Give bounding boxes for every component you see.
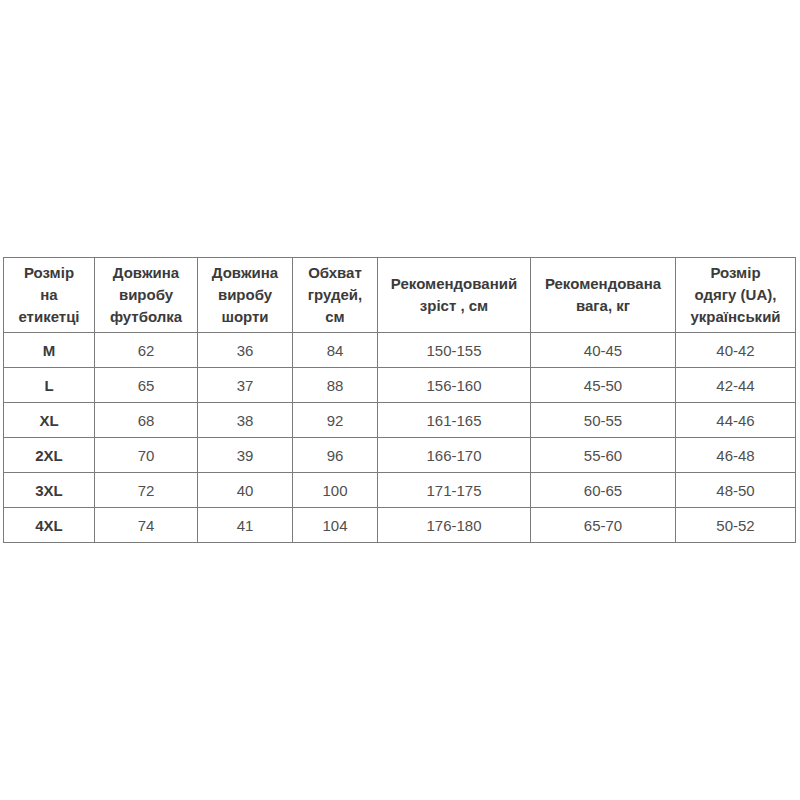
table-cell: 88: [293, 368, 378, 403]
size-label-cell: 4XL: [4, 508, 95, 543]
table-body: M623684150-15540-4540-42L653788156-16045…: [4, 333, 796, 543]
table-cell: 36: [198, 333, 293, 368]
table-cell: 100: [293, 473, 378, 508]
table-cell: 176-180: [378, 508, 531, 543]
size-label-cell: 3XL: [4, 473, 95, 508]
table-cell: 96: [293, 438, 378, 473]
table-cell: 48-50: [676, 473, 796, 508]
column-header: Обхват грудей, см: [293, 258, 378, 333]
column-header: Рекомендований зріст , см: [378, 258, 531, 333]
table-row: L653788156-16045-5042-44: [4, 368, 796, 403]
table-row: 4XL7441104176-18065-7050-52: [4, 508, 796, 543]
table-row: 3XL7240100171-17560-6548-50: [4, 473, 796, 508]
table-cell: 55-60: [531, 438, 676, 473]
table-cell: 68: [95, 403, 198, 438]
table-cell: 65-70: [531, 508, 676, 543]
table-cell: 65: [95, 368, 198, 403]
table-cell: 40-45: [531, 333, 676, 368]
table-cell: 171-175: [378, 473, 531, 508]
table-cell: 166-170: [378, 438, 531, 473]
column-header: Довжина виробу шорти: [198, 258, 293, 333]
table-cell: 50-52: [676, 508, 796, 543]
table-cell: 38: [198, 403, 293, 438]
column-header: Розмір одягу (UA), український: [676, 258, 796, 333]
table-cell: 72: [95, 473, 198, 508]
size-label-cell: L: [4, 368, 95, 403]
column-header: Розмір на етикетці: [4, 258, 95, 333]
size-label-cell: M: [4, 333, 95, 368]
table-cell: 40: [198, 473, 293, 508]
size-chart-table: Розмір на етикетціДовжина виробу футболк…: [3, 257, 796, 543]
table-row: 2XL703996166-17055-6046-48: [4, 438, 796, 473]
header-row: Розмір на етикетціДовжина виробу футболк…: [4, 258, 796, 333]
size-label-cell: 2XL: [4, 438, 95, 473]
table-cell: 84: [293, 333, 378, 368]
size-label-cell: XL: [4, 403, 95, 438]
table-cell: 46-48: [676, 438, 796, 473]
table-cell: 92: [293, 403, 378, 438]
size-chart: Розмір на етикетціДовжина виробу футболк…: [3, 257, 796, 543]
table-cell: 156-160: [378, 368, 531, 403]
table-cell: 41: [198, 508, 293, 543]
table-cell: 39: [198, 438, 293, 473]
table-cell: 60-65: [531, 473, 676, 508]
table-row: XL683892161-16550-5544-46: [4, 403, 796, 438]
column-header: Довжина виробу футболка: [95, 258, 198, 333]
table-cell: 104: [293, 508, 378, 543]
table-cell: 62: [95, 333, 198, 368]
table-cell: 42-44: [676, 368, 796, 403]
table-cell: 45-50: [531, 368, 676, 403]
table-header: Розмір на етикетціДовжина виробу футболк…: [4, 258, 796, 333]
page-canvas: { "colors": { "background": "#ffffff", "…: [0, 0, 800, 800]
table-cell: 40-42: [676, 333, 796, 368]
table-cell: 150-155: [378, 333, 531, 368]
table-cell: 74: [95, 508, 198, 543]
table-cell: 70: [95, 438, 198, 473]
table-cell: 50-55: [531, 403, 676, 438]
table-cell: 44-46: [676, 403, 796, 438]
table-row: M623684150-15540-4540-42: [4, 333, 796, 368]
table-cell: 161-165: [378, 403, 531, 438]
column-header: Рекомендована вага, кг: [531, 258, 676, 333]
table-cell: 37: [198, 368, 293, 403]
